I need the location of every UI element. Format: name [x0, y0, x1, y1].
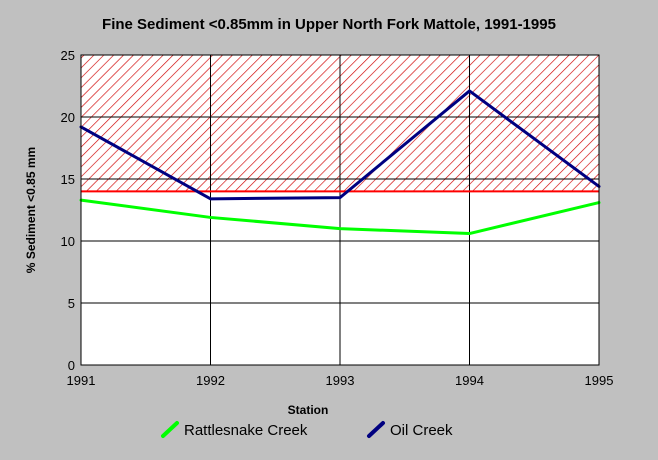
x-tick-label: 1993: [326, 373, 355, 388]
legend-swatch-oil-creek: [367, 421, 385, 438]
x-tick-label: 1992: [196, 373, 225, 388]
legend-label-oil-creek: Oil Creek: [390, 422, 453, 439]
y-tick-label: 15: [61, 172, 75, 187]
legend-item-rattlesnake: Rattlesnake Creek: [161, 421, 308, 439]
y-tick-label: 0: [68, 358, 75, 373]
plot-border: [80, 54, 600, 366]
x-tick-label: 1994: [455, 373, 484, 388]
legend-swatch-rattlesnake: [161, 421, 179, 438]
legend-label-rattlesnake: Rattlesnake Creek: [184, 422, 308, 439]
y-tick-label: 20: [61, 110, 75, 125]
series-lines: [79, 89, 601, 236]
legend: Rattlesnake Creek Oil Creek: [161, 421, 453, 439]
y-axis-label: % Sediment <0.85 mm: [24, 147, 38, 273]
y-tick-label: 10: [61, 234, 75, 249]
x-tick-label: 1991: [67, 373, 96, 388]
chart-title: Fine Sediment <0.85mm in Upper North For…: [102, 16, 556, 33]
series-line-rattlesnake: [79, 198, 601, 236]
y-tick-label: 25: [61, 48, 75, 63]
legend-item-oil-creek: Oil Creek: [367, 421, 453, 439]
y-tick-label: 5: [68, 296, 75, 311]
series-line-oil-creek: [79, 89, 601, 201]
x-axis-ticks: 1991 1992 1993 1994 1995: [67, 373, 614, 388]
x-tick-label: 1995: [585, 373, 614, 388]
y-axis-ticks: 0 5 10 15 20 25: [61, 48, 75, 373]
x-axis-label: Station: [288, 403, 329, 417]
